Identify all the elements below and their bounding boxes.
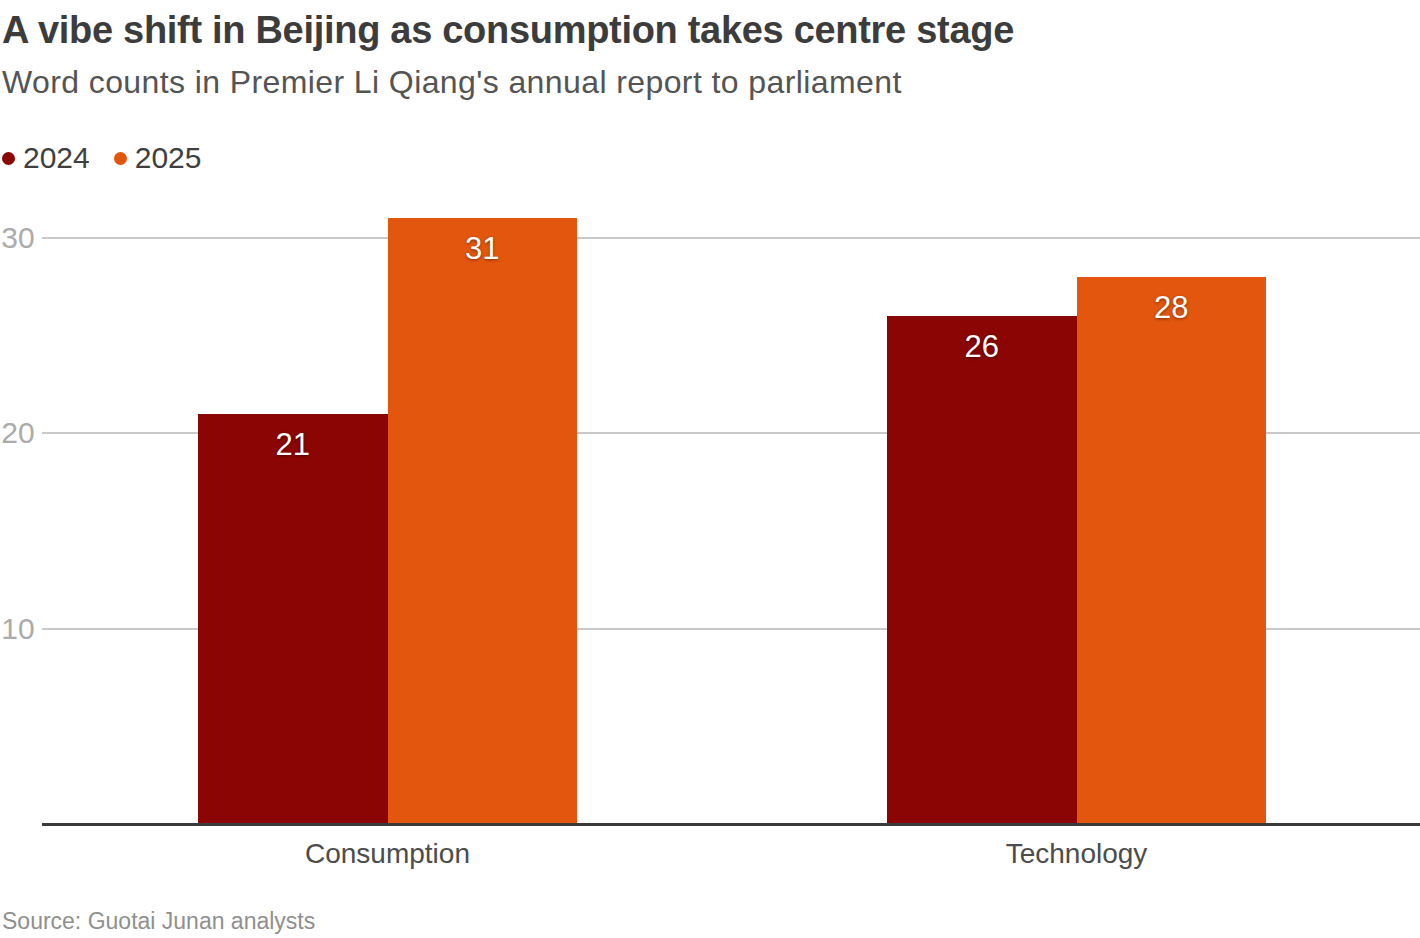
chart-page: A vibe shift in Beijing as consumption t… [0,0,1420,938]
bar-2025-technology [1077,277,1267,823]
bar-value-label: 21 [198,429,388,460]
source-note: Source: Guotai Junan analysts [2,908,315,935]
x-category-label-technology: Technology [877,840,1277,868]
y-tick-label-30: 30 [0,223,36,253]
bar-2024-consumption [198,414,388,823]
gridline-30 [42,237,1420,239]
bar-2024-technology [887,316,1077,823]
bar-value-label: 26 [887,331,1077,362]
y-tick-label-20: 20 [0,418,36,448]
x-category-label-consumption: Consumption [188,840,588,868]
y-tick-label-10: 10 [0,614,36,644]
bar-value-label: 28 [1077,292,1267,323]
bar-2025-consumption [388,218,578,823]
bar-value-label: 31 [388,233,578,264]
plot-area: 10 20 30 21 31 Consumption 2628 Technology [0,0,1420,938]
x-axis-line [42,823,1420,826]
